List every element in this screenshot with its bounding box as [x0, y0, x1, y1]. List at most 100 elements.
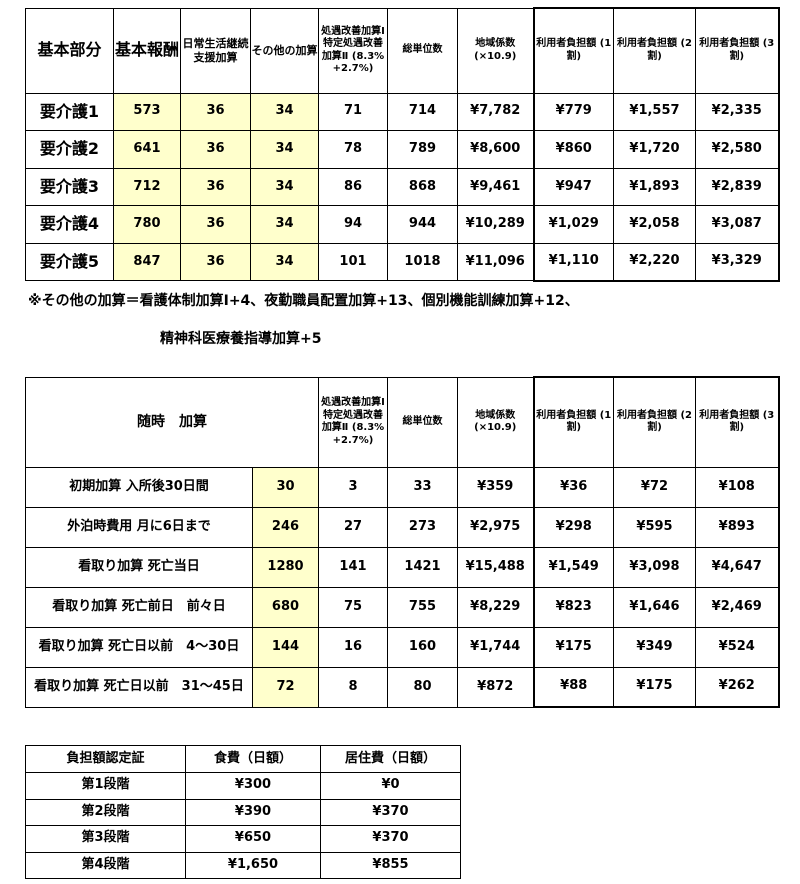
value-cell: 160: [387, 626, 458, 668]
table-row: 初期加算 入所後30日間 30 3 33 ¥359 ¥36 ¥72 ¥108: [25, 466, 780, 508]
value-cell: ¥4,647: [695, 546, 780, 588]
value-cell: ¥3,087: [695, 205, 780, 244]
header-cell: 利用者負担額 (3割): [695, 376, 780, 468]
value-cell: ¥524: [695, 626, 780, 668]
value-cell: 141: [318, 546, 388, 588]
table-row: 第3段階 ¥650 ¥370: [25, 825, 461, 853]
row-label-cell: 初期加算 入所後30日間: [25, 466, 253, 508]
value-cell: 273: [387, 506, 458, 548]
value-cell: ¥947: [532, 167, 614, 207]
table-row: 看取り加算 死亡日以前 31～45日 72 8 80 ¥872 ¥88 ¥175 ¥262: [25, 666, 780, 708]
table-row: 要介護2 641 36 34 78 789 ¥8,600 ¥860 ¥1,720 ¥2,580: [25, 130, 780, 169]
row-label-cell: 看取り加算 死亡当日: [25, 546, 253, 588]
value-cell: 34: [250, 167, 319, 207]
value-cell: ¥1,549: [532, 546, 614, 588]
value-cell: 78: [318, 130, 388, 169]
header-cell: 基本部分: [25, 7, 114, 94]
value-cell: ¥8,229: [457, 586, 534, 628]
value-cell: 75: [318, 586, 388, 628]
value-cell: 1421: [387, 546, 458, 588]
value-cell: 34: [250, 205, 319, 244]
value-cell: ¥779: [532, 92, 614, 132]
value-cell: 641: [113, 130, 181, 169]
row-label-cell: 外泊時費用 月に6日まで: [25, 506, 253, 548]
value-cell: 34: [250, 92, 319, 132]
value-cell: ¥108: [695, 466, 780, 508]
value-cell: ¥11,096: [457, 242, 534, 282]
row-label-cell: 看取り加算 死亡日以前 31～45日: [25, 666, 253, 708]
header-cell: 利用者負担額 (1割): [532, 376, 614, 468]
value-cell: 1018: [387, 242, 458, 282]
value-cell: 36: [180, 167, 251, 207]
header-cell: 地域係数 (×10.9): [457, 7, 534, 94]
value-cell: 573: [113, 92, 181, 132]
value-cell: ¥349: [613, 626, 696, 668]
value-cell: ¥175: [613, 666, 696, 708]
header-row: 負担額認定証 食費（日額） 居住費（日額）: [25, 745, 461, 773]
value-cell: 34: [250, 242, 319, 282]
value-cell: ¥7,782: [457, 92, 534, 132]
value-cell: 755: [387, 586, 458, 628]
value-cell: ¥9,461: [457, 167, 534, 207]
row-label-cell: 要介護3: [25, 167, 114, 207]
value-cell: 712: [113, 167, 181, 207]
value-cell: ¥88: [532, 666, 614, 708]
value-cell: ¥390: [185, 798, 321, 826]
value-cell: ¥860: [532, 130, 614, 169]
value-cell: ¥359: [457, 466, 534, 508]
value-cell: 36: [180, 242, 251, 282]
value-cell: 780: [113, 205, 181, 244]
header-cell: 随時 加算: [25, 376, 319, 468]
header-row: 随時 加算 処遇改善加算Ⅰ 特定処遇改善加算Ⅱ (8.3% +2.7%) 総単位…: [25, 376, 780, 468]
value-cell: 847: [113, 242, 181, 282]
value-cell: ¥72: [613, 466, 696, 508]
value-cell: ¥1,646: [613, 586, 696, 628]
value-cell: ¥0: [320, 772, 461, 800]
value-cell: 30: [252, 466, 319, 508]
value-cell: ¥1,029: [532, 205, 614, 244]
footnote-line-2: 精神科医療養指導加算+5: [160, 331, 322, 347]
header-cell: 地域係数 (×10.9): [457, 376, 534, 468]
value-cell: 27: [318, 506, 388, 548]
value-cell: 101: [318, 242, 388, 282]
header-row: 基本部分 基本報酬 日常生活継続支援加算 その他の加算 処遇改善加算Ⅰ 特定処遇…: [25, 7, 780, 94]
value-cell: 1280: [252, 546, 319, 588]
header-cell: 負担額認定証: [25, 745, 186, 773]
value-cell: ¥855: [320, 851, 461, 879]
value-cell: 72: [252, 666, 319, 708]
value-cell: 71: [318, 92, 388, 132]
value-cell: 8: [318, 666, 388, 708]
row-label-cell: 第4段階: [25, 851, 186, 879]
value-cell: 714: [387, 92, 458, 132]
value-cell: ¥1,557: [613, 92, 696, 132]
table-row: 第4段階 ¥1,650 ¥855: [25, 851, 461, 879]
value-cell: 36: [180, 205, 251, 244]
value-cell: ¥823: [532, 586, 614, 628]
row-label-cell: 第2段階: [25, 798, 186, 826]
value-cell: 3: [318, 466, 388, 508]
value-cell: ¥2,335: [695, 92, 780, 132]
value-cell: ¥1,744: [457, 626, 534, 668]
value-cell: ¥262: [695, 666, 780, 708]
table-row: 看取り加算 死亡前日 前々日 680 75 755 ¥8,229 ¥823 ¥1,646 ¥2…: [25, 586, 780, 628]
row-label-cell: 要介護5: [25, 242, 114, 282]
value-cell: 94: [318, 205, 388, 244]
header-cell: 処遇改善加算Ⅰ 特定処遇改善加算Ⅱ (8.3% +2.7%): [318, 376, 388, 468]
value-cell: 680: [252, 586, 319, 628]
value-cell: ¥10,289: [457, 205, 534, 244]
header-cell: 利用者負担額 (3割): [695, 7, 780, 94]
table-row: 要介護4 780 36 34 94 944 ¥10,289 ¥1,029 ¥2,058 ¥3,08…: [25, 205, 780, 244]
table-row: 要介護1 573 36 34 71 714 ¥7,782 ¥779 ¥1,557 ¥2,335: [25, 92, 780, 132]
table-row: 要介護5 847 36 34 101 1018 ¥11,096 ¥1,110 ¥2,220 ¥3,…: [25, 242, 780, 282]
value-cell: ¥595: [613, 506, 696, 548]
value-cell: ¥2,058: [613, 205, 696, 244]
value-cell: ¥872: [457, 666, 534, 708]
table-row: 看取り加算 死亡当日 1280 141 1421 ¥15,488 ¥1,549 ¥3,098…: [25, 546, 780, 588]
header-cell: 処遇改善加算Ⅰ 特定処遇改善加算Ⅱ (8.3% +2.7%): [318, 7, 388, 94]
value-cell: ¥300: [185, 772, 321, 800]
row-label-cell: 看取り加算 死亡日以前 4～30日: [25, 626, 253, 668]
header-cell: 総単位数: [387, 7, 458, 94]
value-cell: 34: [250, 130, 319, 169]
table-row: 第2段階 ¥390 ¥370: [25, 798, 461, 826]
value-cell: 36: [180, 92, 251, 132]
